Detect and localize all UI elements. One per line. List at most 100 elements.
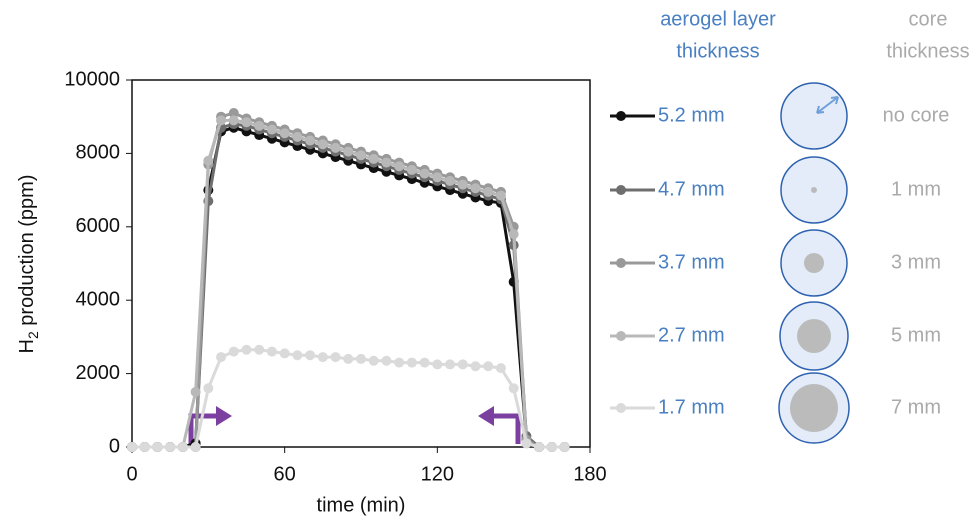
y-tick-label: 4000 [76,288,121,310]
core [797,319,831,353]
core-title: core [909,8,948,30]
data-point [203,155,214,166]
legend-title: thickness [676,40,759,62]
x-tick-label: 0 [126,463,137,485]
legend-label: 1.7 mm [658,396,725,418]
legend-marker [616,403,626,413]
legend-title: aerogel layer [660,8,776,30]
core [804,253,824,273]
y-label-sub: 2 [25,331,41,339]
data-point [241,117,252,128]
y-tick-label: 8000 [76,142,121,164]
cross-sections [778,82,850,444]
y-label-part: production (ppm) [16,175,38,332]
data-point [228,346,239,357]
data-point [495,363,506,374]
stop-arrow [492,413,521,444]
data-point [216,352,227,363]
data-point [394,161,405,172]
data-point [127,442,137,452]
data-point [419,357,430,368]
core [811,187,817,193]
y-tick-label: 2000 [76,362,121,384]
core-label: 1 mm [891,178,941,200]
data-point [266,124,277,135]
x-axis-label: time (min) [317,494,406,516]
x-tick-label: 120 [421,463,454,485]
legend-label: 2.7 mm [658,324,725,346]
legend-label: 3.7 mm [658,251,725,273]
data-point [483,186,494,197]
data-point [305,350,316,361]
data-point [356,150,366,161]
x-tick-label: 180 [573,463,606,485]
data-point [483,361,494,372]
legend-marker [616,258,626,268]
arrow-heads [216,406,494,426]
data-point [394,357,405,368]
data-point [216,115,227,126]
data-point [521,438,532,449]
data-point [419,168,430,179]
legend-label: 5.2 mm [658,104,725,126]
data-point [356,353,366,364]
data-point [368,355,379,366]
data-point [343,146,354,157]
data-point [139,442,150,452]
data-point [190,386,201,397]
data-point [381,355,392,366]
data-point [266,346,277,357]
legend-marker [616,331,626,341]
data-point [432,172,443,183]
data-point [470,361,481,372]
core-label: 5 mm [891,324,941,346]
data-point [292,131,303,142]
data-point [368,153,379,164]
data-point [228,108,239,119]
data-point [457,179,468,190]
x-tick-label: 60 [274,463,296,485]
data-point [305,135,316,146]
data-point [559,442,570,452]
data-point [470,183,481,194]
arrows [188,413,521,444]
data-point [317,352,328,363]
data-point [406,357,417,368]
data-point [190,442,201,452]
data-point [508,229,519,240]
data-point [381,157,392,168]
data-point [495,190,506,201]
data-point [292,350,303,361]
legend-label: 4.7 mm [658,178,725,200]
core-label: 7 mm [891,396,941,418]
y-tick-label: 0 [109,435,120,457]
data-point [534,442,545,452]
arrow-head [216,406,232,426]
data-point [343,353,354,364]
data-point [152,442,163,452]
legend-marker [616,185,626,195]
cross-section [780,82,848,150]
y-tick-label: 6000 [76,215,121,237]
data-point [177,442,188,452]
data-point [203,383,214,394]
arrow-head [478,406,494,426]
data-point [445,359,456,370]
data-point [546,442,557,452]
core-title: thickness [886,40,969,62]
data-point [254,344,265,355]
data-point [330,352,341,363]
core-label: no core [883,104,950,126]
data-point [508,383,519,394]
data-point [241,344,252,355]
data-point [279,348,290,359]
data-point [165,442,176,452]
cores [790,187,838,432]
data-point [445,175,456,186]
y-tick-label: 10000 [64,68,120,90]
data-point [330,142,341,153]
data-point [317,139,328,150]
core [790,384,838,432]
data-point [406,164,417,175]
data-point [457,359,468,370]
